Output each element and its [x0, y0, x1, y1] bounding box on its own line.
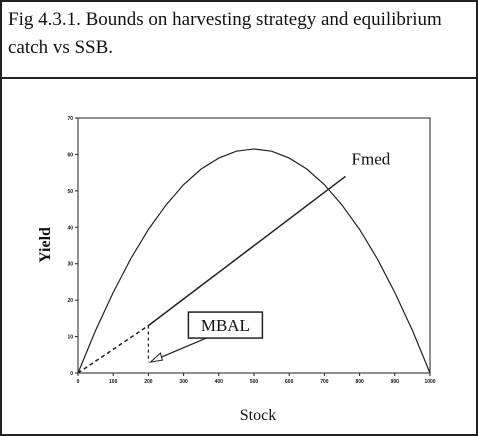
line-label: Fmed [352, 149, 391, 168]
x-tick-label: 400 [215, 379, 224, 385]
annotation-box [187, 311, 264, 339]
x-axis-label: Stock [240, 407, 276, 424]
y-tick-label: 10 [67, 335, 73, 341]
x-tick-label: 1000 [424, 379, 435, 385]
x-tick-label: 700 [320, 379, 329, 385]
x-tick-label: 900 [391, 379, 400, 385]
annotation-arrow [154, 337, 207, 361]
arrow-head [148, 352, 164, 363]
title-box: Fig 4.3.1. Bounds on harvesting strategy… [8, 9, 442, 58]
x-tick-label: 300 [179, 379, 188, 385]
y-tick-label: 0 [70, 371, 73, 377]
y-tick-label: 30 [67, 262, 73, 268]
x-tick-label: 800 [355, 379, 364, 385]
fmed-segment [77, 325, 149, 374]
y-tick-label: 40 [67, 225, 73, 231]
chart-title: Fig 4.3.1. Bounds on harvesting strategy… [8, 9, 442, 58]
fmed-segment [147, 175, 346, 327]
y-axis-label: Yield [37, 227, 54, 263]
x-tick-label: 200 [144, 379, 153, 385]
x-tick-label: 600 [285, 379, 294, 385]
x-tick-label: 0 [77, 379, 80, 385]
x-tick-label: 500 [250, 379, 259, 385]
annotation: MBAL [201, 316, 250, 335]
y-tick-label: 50 [67, 189, 73, 195]
y-tick-label: 60 [67, 152, 73, 158]
yield-curve [77, 148, 431, 374]
y-tick-label: 20 [67, 298, 73, 304]
y-tick-label: 70 [67, 116, 73, 122]
x-tick-label: 100 [109, 379, 118, 385]
